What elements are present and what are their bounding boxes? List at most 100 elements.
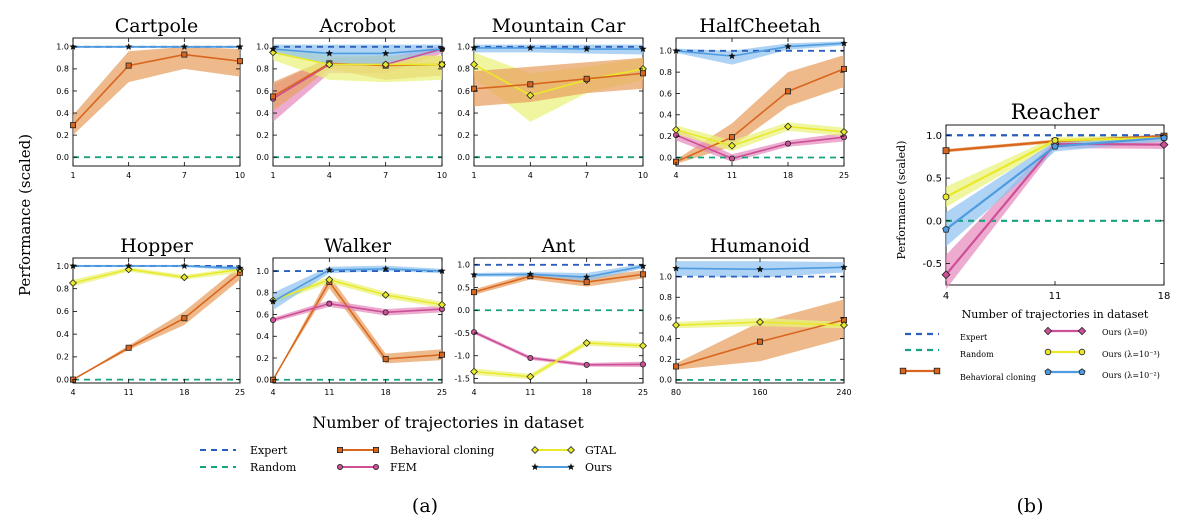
legend-marker: [531, 446, 539, 454]
point-gtal: [325, 60, 334, 69]
band-bc: [273, 275, 442, 380]
point-ours: [180, 262, 189, 270]
point-bc: [785, 88, 792, 95]
point-bc: [269, 93, 276, 100]
series-line-bc: [272, 280, 443, 381]
legend-label: GTAL: [585, 444, 616, 457]
point-gtal: [381, 291, 390, 299]
point-bc: [236, 58, 243, 65]
plot-reacher: Reacher -0.5 0.0 0.5 1.0 4 11 18: [922, 100, 1170, 302]
legend-b-item-expert: Expert: [905, 332, 988, 342]
legend-marker: [1078, 368, 1086, 376]
xlabel-b: Number of trajectories in dataset: [962, 308, 1149, 321]
point-ours: [325, 266, 334, 274]
band-ours_l2: [946, 134, 1164, 247]
series-line-ours: [272, 48, 443, 55]
legend-label: Ours: [585, 461, 612, 474]
plot-title: Humanoid: [710, 235, 810, 257]
legend-marker: [531, 463, 539, 471]
y-tick-label: 1.0: [256, 267, 269, 276]
y-tick-label: 1.0: [56, 262, 69, 271]
plot-title: Reacher: [1011, 100, 1100, 124]
legend-b-item-random: Random: [905, 348, 994, 359]
y-tick-label: 0.2: [56, 131, 69, 140]
legend-marker: [1078, 348, 1086, 356]
legend-label: Ours (λ=0): [1102, 328, 1147, 337]
band-ours: [676, 41, 844, 65]
y-tick-label: 0.6: [56, 307, 69, 316]
y-tick-label: 0.8: [659, 68, 672, 77]
point-ours_l2: [1051, 142, 1059, 150]
plot-title: HalfCheetah: [699, 15, 820, 37]
legend-item-gtal: GTAL: [531, 444, 616, 457]
series-line-bc: [675, 68, 845, 163]
x-tick-label: 160: [752, 388, 767, 397]
band-ours: [474, 263, 643, 282]
point-ours: [180, 42, 189, 51]
y-tick-label: 1.0: [926, 131, 942, 142]
x-tick-label: 10: [638, 171, 648, 180]
plot-title: Hopper: [120, 235, 194, 257]
legend-item-random: Random: [200, 461, 297, 474]
y-tick-label: 0.6: [256, 310, 269, 319]
y-tick-label: 0.4: [256, 109, 269, 118]
point-ours: [381, 49, 390, 57]
point-ours_l0: [941, 270, 951, 280]
point-gtal: [672, 125, 680, 134]
point-ours: [582, 273, 591, 281]
legend-label: Behavioral cloning: [960, 373, 1036, 382]
point-fem: [269, 316, 276, 323]
legend-label: Random: [250, 461, 297, 474]
plot-halfcheetah: HalfCheetah 0.0 0.2 0.4 0.6 0.8 1.0 4 11 18 25: [659, 15, 849, 180]
point-gtal: [756, 318, 764, 326]
x-tick-label: 11: [324, 388, 334, 397]
point-bc: [527, 81, 534, 88]
x-tick-label: 4: [673, 171, 678, 180]
series-line-ours: [473, 265, 644, 278]
point-gtal: [438, 60, 446, 69]
point-ours: [269, 45, 277, 53]
point-bc: [70, 122, 77, 129]
y-tick-label: 0.0: [457, 153, 470, 162]
point-gtal: [470, 60, 478, 69]
series-line-gtal: [473, 63, 644, 97]
point-fem: [326, 300, 333, 307]
x-tick-label: 80: [671, 388, 681, 397]
series-line-ours: [73, 265, 241, 270]
legend-marker: [1043, 326, 1053, 336]
x-tick-label: 18: [582, 388, 592, 397]
series-line-gtal: [72, 268, 241, 284]
point-bc: [125, 344, 132, 351]
y-tick-label: 0.2: [457, 131, 470, 140]
plot-humanoid: Humanoid 0.0 0.2 0.4 0.6 0.8 1.0 80 160 240: [659, 235, 851, 397]
series-line-bc: [72, 53, 241, 126]
series-line-bc: [473, 72, 644, 90]
plot-cartpole: Cartpole 0.0 0.2 0.4 0.6 0.8 1.0 1 4 7 10: [56, 15, 245, 180]
point-gtal: [69, 279, 77, 287]
point-bc: [181, 315, 188, 322]
series-line-fem: [473, 331, 644, 366]
point-ours: [672, 264, 680, 272]
point-ours: [325, 49, 334, 57]
point-ours: [526, 270, 535, 278]
y-tick-label: 0.8: [56, 284, 69, 293]
x-tick-label: 18: [381, 388, 391, 397]
legend-label: Ours (λ=10⁻²): [1102, 371, 1160, 380]
point-bc: [125, 62, 132, 69]
y-tick-label: 0.6: [457, 87, 470, 96]
point-bc: [729, 134, 736, 141]
plot-walker: Walker 0.0 0.2 0.4 0.6 0.8 1.0 4 11 18 25: [256, 235, 447, 397]
series-line-bc: [72, 272, 241, 381]
series-line-fem: [675, 134, 845, 160]
point-gtal: [325, 275, 334, 284]
legend-b: Expert Random Behavioral cloning Ours (λ=0)…: [899, 326, 1160, 382]
point-gtal: [470, 367, 478, 376]
point-ours: [526, 43, 535, 52]
caption-a: (a): [412, 495, 438, 517]
point-ours: [756, 265, 764, 273]
x-tick-label: 4: [471, 388, 476, 397]
point-bc: [757, 338, 764, 345]
y-tick-label: 0.4: [56, 330, 69, 339]
point-bc: [181, 51, 188, 58]
x-tick-label: 7: [182, 171, 187, 180]
